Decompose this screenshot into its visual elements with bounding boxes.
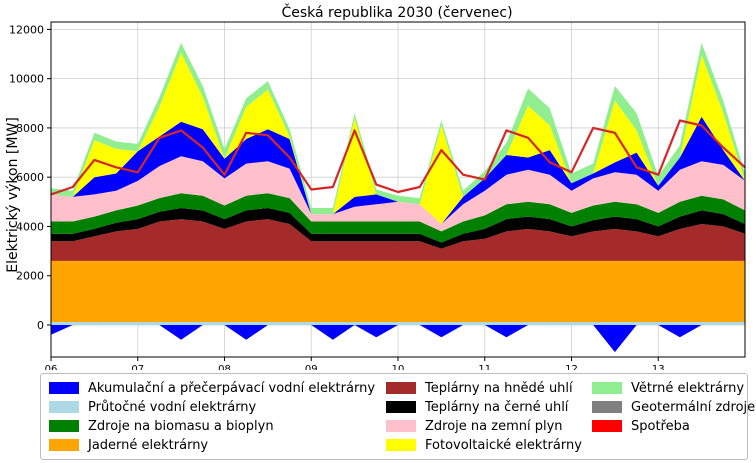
consumption-line bbox=[50, 119, 746, 196]
legend-item: Akumulační a přečerpávací vodní elektrár… bbox=[49, 379, 375, 397]
x-tick-label: 09 bbox=[305, 364, 318, 370]
legend: Akumulační a přečerpávací vodní elektrár… bbox=[40, 373, 755, 460]
legend-label: Zdroje na zemní plyn bbox=[425, 418, 563, 434]
legend-swatch bbox=[386, 382, 416, 394]
x-tick-label: 06 bbox=[45, 364, 58, 370]
y-tick-label: 6000 bbox=[16, 171, 44, 184]
y-tick-label: 2000 bbox=[16, 270, 44, 283]
legend-item: Větrné elektrárny bbox=[592, 379, 744, 397]
legend-swatch bbox=[592, 420, 622, 432]
legend-swatch bbox=[592, 401, 622, 413]
x-tick-label: 07 bbox=[131, 364, 144, 370]
area-series-tepl-rny-na-hn-d-uhl- bbox=[51, 219, 745, 261]
legend-item: Fotovoltaické elektrárny bbox=[386, 436, 582, 454]
legend-label: Průtočné vodní elektrárny bbox=[88, 399, 257, 415]
legend-swatch bbox=[386, 439, 416, 451]
legend-label: Zdroje na biomasu a bioplyn bbox=[88, 418, 274, 434]
legend-item: Teplárny na černé uhlí bbox=[386, 398, 568, 416]
legend-item: Jaderné elektrárny bbox=[49, 436, 208, 454]
legend-label: Fotovoltaické elektrárny bbox=[425, 437, 582, 453]
legend-item: Teplárny na hnědé uhlí bbox=[386, 379, 573, 397]
chart-title: Česká republika 2030 (červenec) bbox=[281, 3, 512, 21]
legend-swatch bbox=[386, 420, 416, 432]
area-series-v-trn-elektr-rny bbox=[51, 42, 745, 215]
y-tick-label: 8000 bbox=[16, 122, 44, 135]
y-tick-label: 12000 bbox=[9, 23, 44, 36]
legend-label: Jaderné elektrárny bbox=[88, 437, 209, 453]
axes: 0 2000 4000 6000 8000 10000 12000 06 07 08 09 10 11 1… bbox=[9, 21, 746, 370]
area-layer bbox=[51, 42, 745, 353]
area-series-tepl-rny-na-ern-uhl- bbox=[51, 208, 745, 249]
legend-swatch bbox=[49, 401, 79, 413]
area-series-zdroje-na-zemn-plyn bbox=[51, 156, 745, 232]
legend-item: Spotřeba bbox=[592, 417, 690, 435]
legend-label: Akumulační a přečerpávací vodní elektrár… bbox=[88, 380, 376, 396]
legend-swatch bbox=[49, 439, 79, 451]
area-series-akumula-n-a-p-e-erp-vac-vodn-elektr-rny bbox=[51, 116, 745, 224]
legend-item: Zdroje na zemní plyn bbox=[386, 417, 563, 435]
x-tick-label: 11 bbox=[478, 364, 491, 370]
legend-swatch bbox=[49, 382, 79, 394]
legend-label: Teplárny na hnědé uhlí bbox=[425, 380, 573, 396]
area-series-zdroje-na-biomasu-a-bioplyn bbox=[51, 193, 745, 243]
area-storage-pumping bbox=[51, 325, 745, 353]
area-series-fotovoltaick-elektr-rny bbox=[51, 52, 745, 224]
legend-label: Teplárny na černé uhlí bbox=[425, 399, 569, 415]
y-tick-label: 0 bbox=[37, 319, 44, 332]
y-tick-label: 4000 bbox=[16, 220, 44, 233]
legend-label: Spotřeba bbox=[631, 418, 690, 434]
area-series-pr-to-n-vodn-elektr-rny bbox=[51, 322, 745, 325]
legend-swatch bbox=[592, 382, 622, 394]
line-layer bbox=[50, 119, 746, 196]
x-tick-label: 13 bbox=[652, 364, 665, 370]
legend-label: Geotermální zdroje bbox=[631, 399, 756, 415]
y-axis-label: Elektrický výkon [MW] bbox=[5, 117, 21, 273]
y-tick-label: 10000 bbox=[9, 73, 44, 86]
legend-label: Větrné elektrárny bbox=[631, 380, 745, 396]
area-series-jadern-elektr-rny bbox=[51, 260, 745, 322]
legend-item: Průtočné vodní elektrárny bbox=[49, 398, 256, 416]
x-tick-label: 08 bbox=[218, 364, 231, 370]
legend-swatch bbox=[386, 401, 416, 413]
legend-swatch bbox=[49, 420, 79, 432]
legend-item: Zdroje na biomasu a bioplyn bbox=[49, 417, 274, 435]
x-tick-label: 12 bbox=[565, 364, 578, 370]
x-tick-label: 10 bbox=[392, 364, 405, 370]
legend-item: Geotermální zdroje bbox=[592, 398, 755, 416]
chart: Česká republika 2030 (červenec) Elektric… bbox=[5, 3, 746, 370]
